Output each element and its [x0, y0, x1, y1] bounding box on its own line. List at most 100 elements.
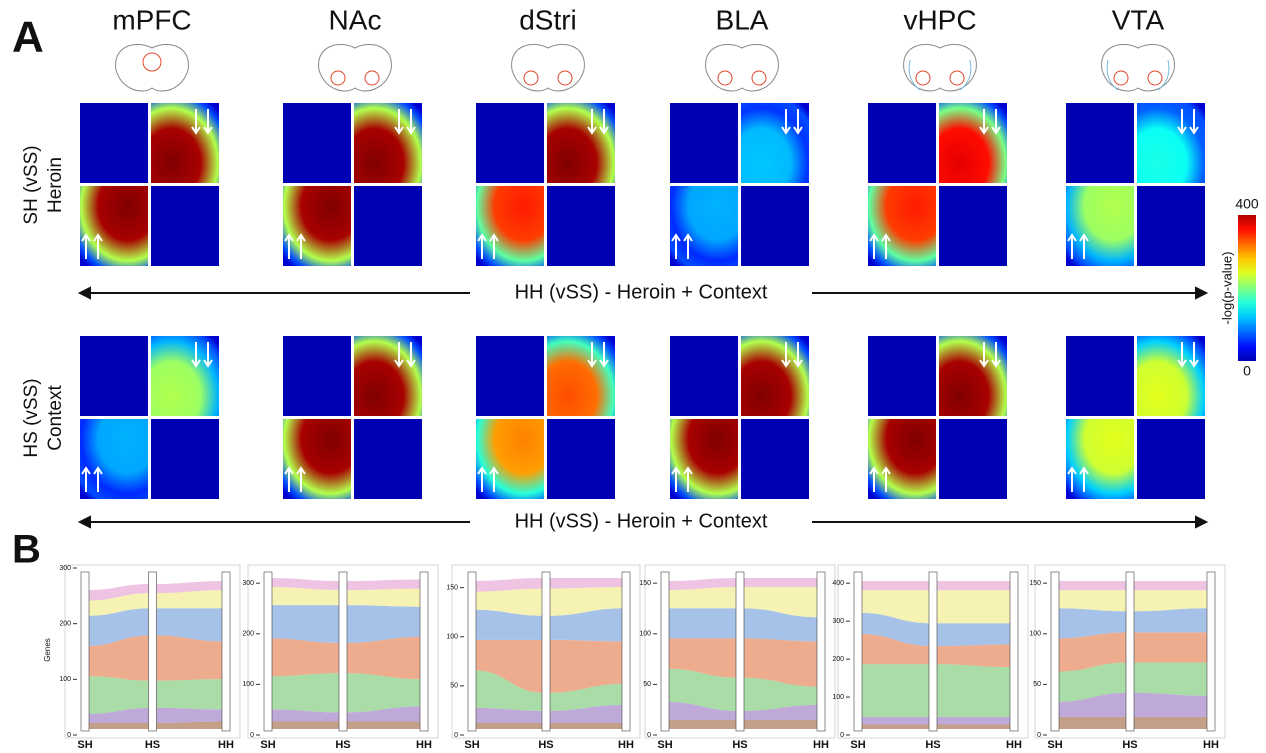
stage-bar: [542, 572, 550, 731]
stage-bar: [817, 572, 825, 731]
heatmap-cell: [476, 419, 544, 499]
y-tick-label: 100: [59, 676, 71, 683]
stage-bar: [468, 572, 476, 731]
stage-bar: [420, 572, 428, 731]
y-tick-label: 150: [639, 580, 651, 587]
heatmap-cell: [868, 336, 936, 416]
stage-bar: [264, 572, 272, 731]
region-name: mPFC: [112, 4, 191, 35]
x-tick-label: SH: [464, 739, 479, 751]
x-tick-label: HH: [218, 739, 234, 751]
stage-bar: [661, 572, 669, 731]
colorbar-label: -log(p-value): [1219, 252, 1234, 325]
heatmap-cell: [868, 419, 936, 499]
x-tick-label: HH: [416, 739, 432, 751]
x-tick-label: SH: [260, 739, 275, 751]
x-tick-label: HH: [1203, 739, 1219, 751]
y-tick-label: 100: [446, 634, 458, 641]
y-tick-label: 0: [647, 732, 651, 739]
colorbar-max: 400: [1235, 196, 1259, 212]
heatmap-cell: [476, 186, 544, 266]
heatmap-cell: [151, 419, 219, 499]
heatmap-cell: [670, 419, 738, 499]
region-name: BLA: [716, 4, 769, 35]
x-tick-label: SH: [850, 739, 865, 751]
x-tick-label: SH: [77, 739, 92, 751]
y-tick-label: 200: [59, 621, 71, 628]
colorbar-min: 0: [1243, 363, 1251, 379]
heatmap-cell: [354, 186, 422, 266]
y-tick-label: 200: [832, 656, 844, 663]
row-label: SH (vSS): [21, 145, 42, 224]
heatmap-cell: [939, 419, 1007, 499]
brain-icon: [116, 44, 189, 91]
stage-bar: [339, 572, 347, 731]
y-tick-label: 300: [832, 618, 844, 625]
y-tick-label: 300: [59, 565, 71, 572]
stage-bar: [1126, 572, 1134, 731]
x-tick-label: HS: [1122, 739, 1137, 751]
heatmap-cell: [476, 336, 544, 416]
y-tick-label: 150: [1029, 580, 1041, 587]
x-tick-label: HS: [538, 739, 553, 751]
brain-icon: [706, 44, 779, 91]
brain-icon: [1102, 44, 1175, 91]
heatmap-cell: [80, 336, 148, 416]
heatmap-cell: [741, 186, 809, 266]
axis-label: HH (vSS) - Heroin + Context: [515, 510, 768, 532]
panel-label: B: [12, 528, 41, 572]
heatmap-cell: [80, 103, 148, 183]
y-axis-label: Genes: [43, 638, 52, 662]
panel-label: A: [12, 13, 44, 62]
x-tick-label: SH: [657, 739, 672, 751]
stage-bar: [736, 572, 744, 731]
y-tick-label: 100: [242, 681, 254, 688]
colorbar: [1238, 215, 1256, 361]
heatmap-cell: [868, 103, 936, 183]
heatmap-cell: [283, 103, 351, 183]
axis-arrow: [80, 288, 1206, 527]
y-tick-label: 50: [1033, 681, 1041, 688]
y-tick-label: 50: [643, 681, 651, 688]
heatmap-cell: [1066, 186, 1134, 266]
brain-icon: [904, 44, 977, 91]
heatmap-cell: [283, 336, 351, 416]
heatmap-cell: [1137, 419, 1205, 499]
y-tick-label: 0: [67, 732, 71, 739]
heatmap-cell: [80, 186, 148, 266]
heatmap-cell: [354, 419, 422, 499]
x-tick-label: HH: [813, 739, 829, 751]
y-tick-label: 200: [242, 631, 254, 638]
stage-bar: [222, 572, 230, 731]
y-tick-label: 100: [832, 694, 844, 701]
y-tick-label: 0: [840, 732, 844, 739]
heatmap-cell: [1066, 419, 1134, 499]
y-tick-label: 150: [446, 584, 458, 591]
stage-bar: [1010, 572, 1018, 731]
heatmap-cell: [741, 419, 809, 499]
heatmap-cell: [670, 336, 738, 416]
region-name: VTA: [1112, 4, 1165, 35]
heatmap-cell: [476, 103, 544, 183]
heatmap-cell: [670, 186, 738, 266]
x-tick-label: HS: [145, 739, 160, 751]
heatmap-cell: [283, 419, 351, 499]
region-name: NAc: [329, 4, 382, 35]
heatmap-cell: [80, 419, 148, 499]
heatmap-cell: [151, 186, 219, 266]
stage-bar: [1207, 572, 1215, 731]
y-tick-label: 100: [639, 631, 651, 638]
x-tick-label: HS: [732, 739, 747, 751]
y-tick-label: 50: [450, 683, 458, 690]
axis-label: HH (vSS) - Heroin + Context: [515, 281, 768, 303]
x-tick-label: HH: [1006, 739, 1022, 751]
region-name: dStri: [519, 4, 577, 35]
y-tick-label: 100: [1029, 631, 1041, 638]
x-tick-label: HS: [925, 739, 940, 751]
x-tick-label: SH: [1047, 739, 1062, 751]
region-name: vHPC: [903, 4, 976, 35]
figure: A B HH (vSS) - Heroin + Context HH (vSS)…: [0, 0, 1266, 753]
row-label: Heroin: [45, 157, 66, 213]
heatmap-cell: [670, 103, 738, 183]
y-tick-label: 0: [1037, 732, 1041, 739]
